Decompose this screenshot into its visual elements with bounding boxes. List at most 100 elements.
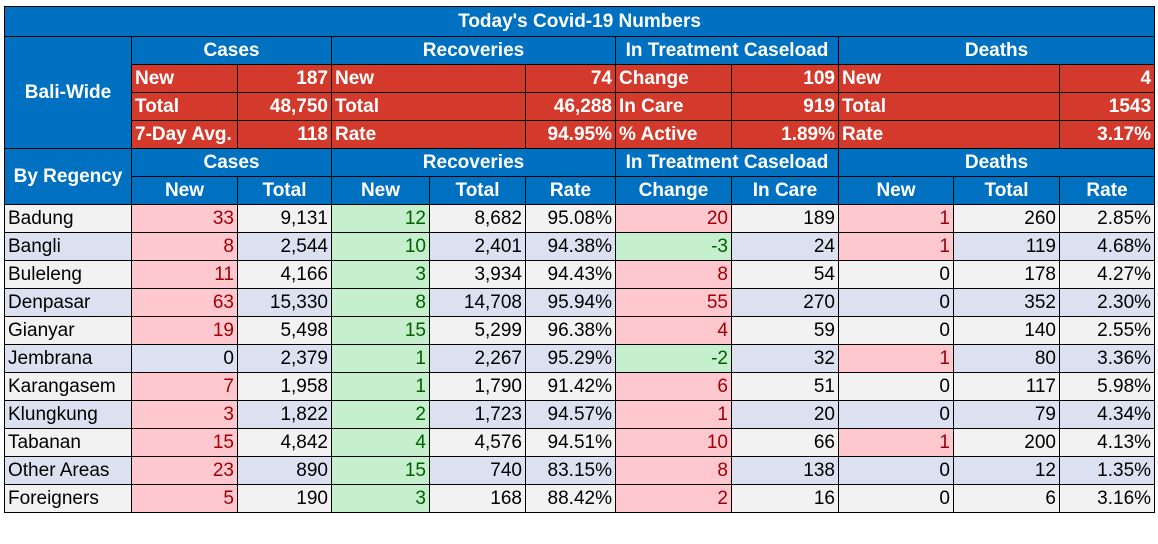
- cell-rec-total: 740: [429, 456, 526, 485]
- bali-cell-label: Total: [838, 92, 1060, 121]
- column-header: Rate: [1058, 176, 1156, 205]
- cell-rec-new: 2: [331, 400, 430, 429]
- cell-d-rate: 4.27%: [1058, 260, 1156, 289]
- bali-cell-label: Total: [131, 92, 238, 121]
- table-row: Denpasar 63 15,330 8 14,708 95.94% 55 270 0 352 2.…: [4, 288, 1156, 317]
- regency-treatment-header: In Treatment Caseload: [615, 148, 839, 177]
- cell-cases-total: 4,842: [237, 428, 332, 457]
- cell-cases-new: 5: [131, 484, 238, 513]
- regency-name: Foreigners: [4, 484, 132, 513]
- regency-name: Denpasar: [4, 288, 132, 317]
- table-row: Bangli 8 2,544 10 2,401 94.38% -3 24 1 119 4.68%: [4, 232, 1156, 261]
- bali-cell-label: Rate: [838, 120, 1060, 149]
- bali-cell-label: New: [131, 64, 238, 93]
- cell-rec-total: 14,708: [429, 288, 526, 317]
- cell-tr-change: 20: [615, 204, 732, 233]
- cell-tr-change: 10: [615, 428, 732, 457]
- cell-d-total: 140: [953, 316, 1060, 345]
- cell-tr-change: 6: [615, 372, 732, 401]
- bali-cell-label: Change: [615, 64, 732, 93]
- cell-rec-new: 3: [331, 260, 430, 289]
- regency-cases-header: Cases: [131, 148, 332, 177]
- cell-d-rate: 5.98%: [1058, 372, 1156, 401]
- cell-d-new: 1: [838, 344, 954, 373]
- cell-d-rate: 1.35%: [1058, 456, 1156, 485]
- cell-tr-change: 8: [615, 456, 732, 485]
- table-row: Badung 33 9,131 12 8,682 95.08% 20 189 1 260 2.85%: [4, 204, 1156, 233]
- cell-d-new: 0: [838, 260, 954, 289]
- cell-rec-rate: 94.38%: [525, 232, 616, 261]
- cell-cases-total: 15,330: [237, 288, 332, 317]
- cell-rec-rate: 91.42%: [525, 372, 616, 401]
- cell-tr-care: 24: [731, 232, 839, 261]
- cell-rec-total: 168: [429, 484, 526, 513]
- cell-rec-new: 10: [331, 232, 430, 261]
- cell-cases-new: 0: [131, 344, 238, 373]
- cell-rec-rate: 94.43%: [525, 260, 616, 289]
- cell-d-total: 352: [953, 288, 1060, 317]
- cell-d-rate: 4.68%: [1058, 232, 1156, 261]
- cell-d-new: 0: [838, 484, 954, 513]
- column-header: New: [331, 176, 430, 205]
- cell-d-rate: 3.36%: [1058, 344, 1156, 373]
- regency-name: Gianyar: [4, 316, 132, 345]
- cell-cases-new: 19: [131, 316, 238, 345]
- bali-cell-value: 118: [237, 120, 332, 149]
- cell-d-rate: 4.34%: [1058, 400, 1156, 429]
- cell-rec-rate: 94.57%: [525, 400, 616, 429]
- cell-cases-new: 33: [131, 204, 238, 233]
- bali-cell-label: 7-Day Avg.: [131, 120, 238, 149]
- table-row: Buleleng 11 4,166 3 3,934 94.43% 8 54 0 178 4.27%: [4, 260, 1156, 289]
- cell-cases-new: 11: [131, 260, 238, 289]
- cell-cases-new: 8: [131, 232, 238, 261]
- column-header: In Care: [731, 176, 839, 205]
- cell-rec-new: 15: [331, 456, 430, 485]
- cell-rec-new: 15: [331, 316, 430, 345]
- cell-rec-rate: 95.29%: [525, 344, 616, 373]
- cell-rec-new: 4: [331, 428, 430, 457]
- regency-name: Jembrana: [4, 344, 132, 373]
- cell-cases-total: 5,498: [237, 316, 332, 345]
- cell-d-new: 0: [838, 372, 954, 401]
- bali-cell-value: 919: [731, 92, 839, 121]
- bali-cell-value: 46,288: [525, 92, 616, 121]
- cell-tr-change: 4: [615, 316, 732, 345]
- cell-d-total: 117: [953, 372, 1060, 401]
- cell-rec-rate: 94.51%: [525, 428, 616, 457]
- cell-rec-new: 1: [331, 372, 430, 401]
- bali-cell-value: 1.89%: [731, 120, 839, 149]
- cell-d-new: 1: [838, 204, 954, 233]
- regency-name: Klungkung: [4, 400, 132, 429]
- bali-wide-label: Bali-Wide: [4, 36, 132, 149]
- cell-rec-total: 2,267: [429, 344, 526, 373]
- cell-tr-change: 1: [615, 400, 732, 429]
- column-header: Rate: [525, 176, 616, 205]
- cell-d-total: 80: [953, 344, 1060, 373]
- cell-d-total: 260: [953, 204, 1060, 233]
- table-row: Karangasem 7 1,958 1 1,790 91.42% 6 51 0 117 5.98%: [4, 372, 1156, 401]
- cell-rec-total: 2,401: [429, 232, 526, 261]
- cell-cases-total: 4,166: [237, 260, 332, 289]
- cell-rec-new: 8: [331, 288, 430, 317]
- cell-d-rate: 3.16%: [1058, 484, 1156, 513]
- bali-treatment-header: In Treatment Caseload: [615, 36, 839, 65]
- cell-d-total: 79: [953, 400, 1060, 429]
- bali-cell-value: 109: [731, 64, 839, 93]
- bali-cell-value: 4: [1058, 64, 1156, 93]
- cell-d-total: 119: [953, 232, 1060, 261]
- cell-d-new: 1: [838, 232, 954, 261]
- regency-name: Buleleng: [4, 260, 132, 289]
- bali-cell-label: Rate: [331, 120, 526, 149]
- bali-cell-value: 48,750: [237, 92, 332, 121]
- cell-cases-new: 23: [131, 456, 238, 485]
- cell-rec-new: 12: [331, 204, 430, 233]
- cell-d-new: 0: [838, 288, 954, 317]
- cell-cases-total: 2,379: [237, 344, 332, 373]
- table-row: Klungkung 3 1,822 2 1,723 94.57% 1 20 0 79 4.34%: [4, 400, 1156, 429]
- cell-rec-new: 1: [331, 344, 430, 373]
- cell-cases-new: 3: [131, 400, 238, 429]
- cell-rec-rate: 95.94%: [525, 288, 616, 317]
- cell-d-new: 0: [838, 456, 954, 485]
- cell-cases-total: 2,544: [237, 232, 332, 261]
- bali-cell-label: New: [331, 64, 526, 93]
